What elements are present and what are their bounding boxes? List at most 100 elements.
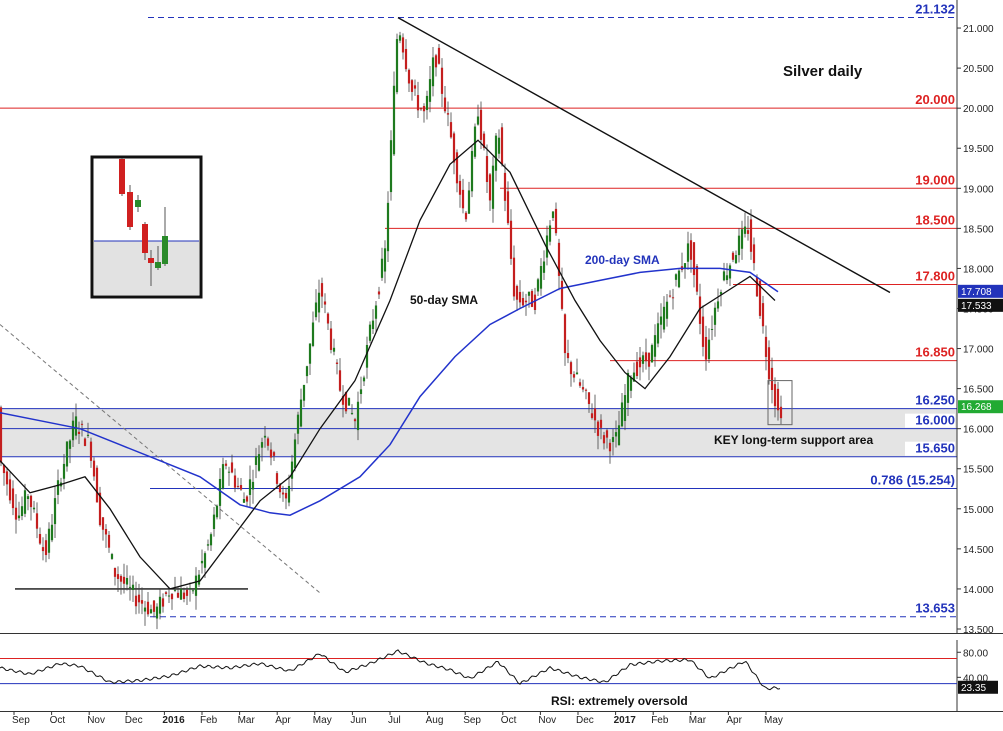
x-tick-label: Apr — [275, 715, 291, 726]
candle-body — [707, 339, 711, 360]
level-label: 16.250 — [915, 393, 955, 408]
candle-body — [110, 554, 114, 559]
x-tick-label: Dec — [125, 715, 143, 726]
candle-body — [206, 544, 210, 546]
candle-body — [125, 577, 129, 585]
candle-body — [116, 574, 120, 579]
candle-body — [236, 485, 240, 487]
candle-body — [269, 449, 273, 458]
candle-body — [659, 316, 663, 325]
candle-body — [482, 133, 486, 148]
candle-body — [368, 324, 372, 341]
level-label: 13.653 — [915, 601, 955, 616]
candle-body — [326, 313, 330, 324]
candle-body — [371, 320, 375, 330]
candle-body — [740, 229, 744, 249]
candle-body — [491, 165, 495, 209]
candle-body — [332, 347, 336, 352]
candle-body — [455, 152, 459, 184]
candle-body — [359, 389, 363, 395]
level-label-bg — [860, 473, 955, 488]
rsi-annotation: RSI: extremely oversold — [551, 694, 688, 708]
candle-body — [218, 478, 222, 506]
candle-body — [605, 430, 609, 438]
candle-body — [41, 547, 45, 552]
candle-body — [650, 345, 654, 363]
candle-body — [86, 434, 90, 436]
candle-body — [737, 235, 741, 256]
candle-body — [674, 274, 678, 280]
level-label: 20.000 — [915, 92, 955, 107]
candle-body — [764, 336, 768, 357]
candle-body — [641, 355, 645, 364]
candle-body — [14, 507, 18, 520]
support-zone — [0, 408, 957, 457]
candle-body — [179, 588, 183, 600]
y-tick-label: 15.500 — [963, 465, 994, 476]
inset-candle-body — [148, 258, 154, 263]
candle-body — [56, 480, 60, 495]
y-tick-label: 16.000 — [963, 425, 994, 436]
price-tag-bg — [958, 400, 1003, 414]
candle-body — [521, 298, 525, 306]
level-label-bg — [905, 345, 955, 360]
candle-body — [524, 300, 528, 303]
x-tick-label: Oct — [50, 715, 66, 726]
level-label-bg — [905, 601, 955, 616]
candle-body — [416, 95, 420, 111]
candle-body — [698, 296, 702, 324]
candle-body — [572, 374, 576, 378]
candle-body — [590, 413, 594, 418]
candle-body — [293, 439, 297, 469]
candle-body — [554, 208, 558, 234]
sma-200-line — [0, 267, 779, 516]
chart-title: Silver daily — [783, 63, 863, 80]
x-tick-label: May — [764, 715, 783, 726]
candle-body — [503, 172, 507, 201]
candle-body — [689, 240, 693, 260]
price-tag-label: 17.533 — [961, 301, 992, 312]
candle-body — [122, 576, 126, 584]
candle-body — [437, 47, 441, 64]
candle-body — [158, 596, 162, 614]
rsi-tick-label: 80.00 — [963, 648, 988, 659]
candle-body — [200, 560, 204, 564]
candle-body — [155, 606, 159, 619]
price-tag-label: 17.708 — [961, 287, 992, 298]
level-label: 18.500 — [915, 212, 955, 227]
candle-body — [362, 377, 366, 382]
candle-body — [458, 180, 462, 195]
candle-body — [431, 57, 435, 87]
y-tick-label: 21.000 — [963, 24, 994, 35]
candle-body — [8, 479, 12, 501]
candle-body — [587, 392, 591, 405]
candle-body — [356, 401, 360, 431]
candle-body — [749, 219, 753, 252]
candle-body — [485, 156, 489, 183]
y-tick-label: 14.000 — [963, 585, 994, 596]
candle-body — [353, 419, 357, 422]
candle-body — [563, 314, 567, 354]
x-tick-label: 2016 — [162, 715, 185, 726]
candle-body — [98, 492, 102, 526]
candle-body — [773, 384, 777, 407]
candle-body — [197, 574, 201, 585]
candle-body — [395, 39, 399, 93]
candle-body — [377, 291, 381, 295]
candle-body — [470, 151, 474, 192]
candle-body — [260, 442, 264, 448]
candle-body — [209, 534, 213, 546]
candle-body — [242, 499, 246, 503]
x-tick-label: Feb — [200, 715, 218, 726]
candle-body — [263, 435, 267, 438]
falling-trendline — [397, 17, 891, 294]
y-tick-label: 20.000 — [963, 104, 994, 115]
candle-body — [644, 352, 648, 362]
candle-body — [392, 85, 396, 155]
candle-body — [677, 270, 681, 288]
y-tick-label: 16.500 — [963, 385, 994, 396]
candle-body — [104, 529, 108, 535]
candle-body — [731, 252, 735, 260]
candle-body — [404, 48, 408, 70]
